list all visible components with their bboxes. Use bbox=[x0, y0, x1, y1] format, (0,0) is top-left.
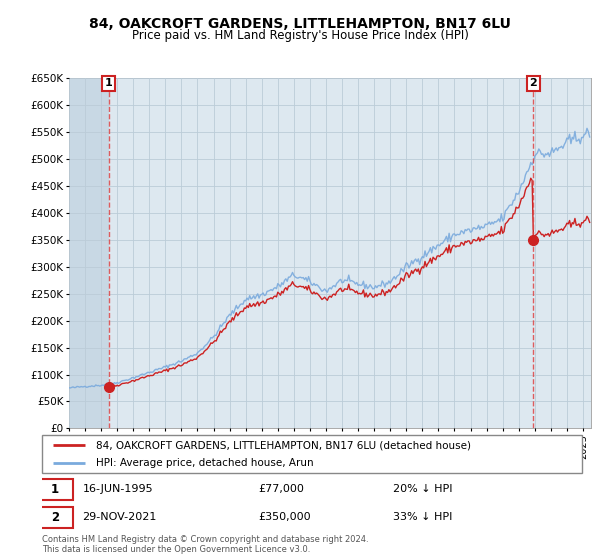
Text: 84, OAKCROFT GARDENS, LITTLEHAMPTON, BN17 6LU (detached house): 84, OAKCROFT GARDENS, LITTLEHAMPTON, BN1… bbox=[96, 440, 471, 450]
Bar bbox=[69, 78, 109, 428]
Text: 16-JUN-1995: 16-JUN-1995 bbox=[83, 484, 153, 494]
FancyBboxPatch shape bbox=[37, 479, 73, 500]
Text: HPI: Average price, detached house, Arun: HPI: Average price, detached house, Arun bbox=[96, 458, 314, 468]
Text: 2: 2 bbox=[529, 78, 537, 88]
Text: £77,000: £77,000 bbox=[258, 484, 304, 494]
Text: £350,000: £350,000 bbox=[258, 512, 311, 522]
FancyBboxPatch shape bbox=[42, 435, 582, 473]
Text: 84, OAKCROFT GARDENS, LITTLEHAMPTON, BN17 6LU: 84, OAKCROFT GARDENS, LITTLEHAMPTON, BN1… bbox=[89, 17, 511, 31]
Text: 2: 2 bbox=[51, 511, 59, 524]
Text: 1: 1 bbox=[51, 483, 59, 496]
Text: Contains HM Land Registry data © Crown copyright and database right 2024.
This d: Contains HM Land Registry data © Crown c… bbox=[42, 535, 368, 554]
Text: 20% ↓ HPI: 20% ↓ HPI bbox=[393, 484, 452, 494]
Text: Price paid vs. HM Land Registry's House Price Index (HPI): Price paid vs. HM Land Registry's House … bbox=[131, 29, 469, 42]
Text: 29-NOV-2021: 29-NOV-2021 bbox=[83, 512, 157, 522]
FancyBboxPatch shape bbox=[37, 507, 73, 528]
Text: 1: 1 bbox=[104, 78, 112, 88]
Text: 33% ↓ HPI: 33% ↓ HPI bbox=[393, 512, 452, 522]
